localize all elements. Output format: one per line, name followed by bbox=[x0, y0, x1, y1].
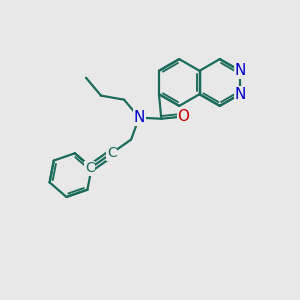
Text: C: C bbox=[85, 161, 95, 176]
Text: O: O bbox=[178, 109, 190, 124]
Text: N: N bbox=[234, 63, 246, 78]
Text: C: C bbox=[107, 146, 117, 160]
Text: N: N bbox=[234, 87, 246, 102]
Text: N: N bbox=[134, 110, 145, 125]
